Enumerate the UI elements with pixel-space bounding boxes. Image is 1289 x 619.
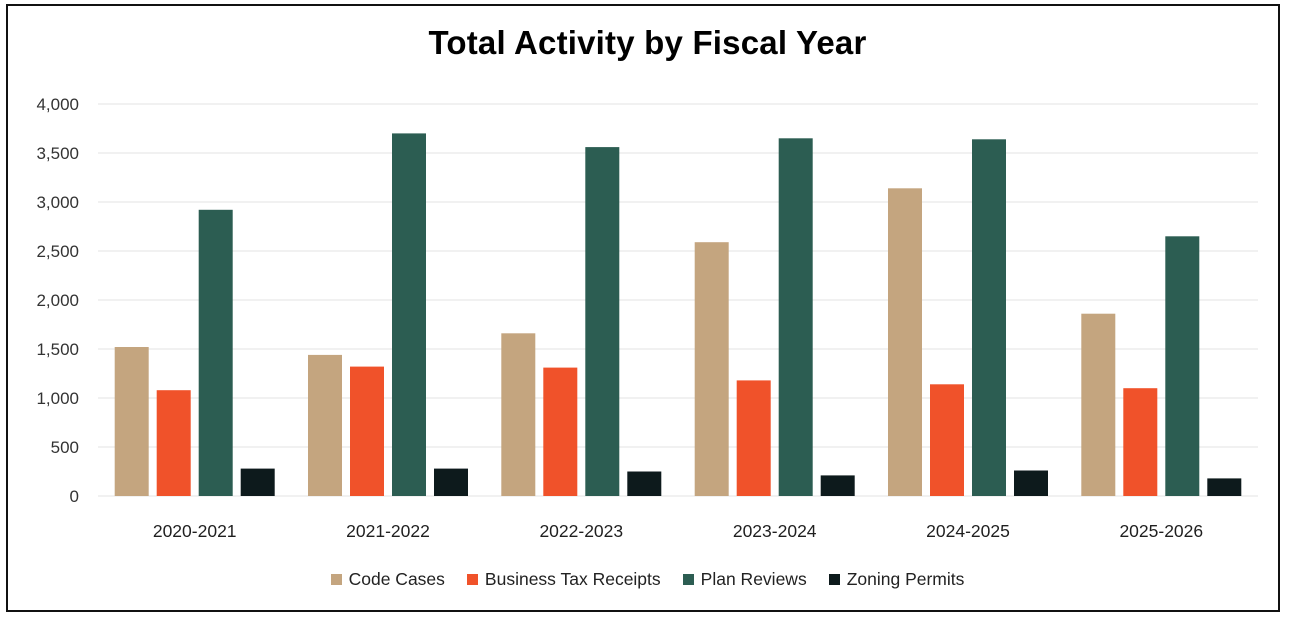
bar-zoning-permits bbox=[820, 475, 855, 496]
chart-title: Total Activity by Fiscal Year bbox=[428, 24, 867, 61]
y-tick-label: 2,000 bbox=[36, 291, 79, 310]
y-tick-label: 0 bbox=[70, 487, 79, 506]
legend-swatch bbox=[828, 574, 840, 585]
bar-plan-reviews bbox=[1165, 236, 1200, 497]
x-category-label: 2020-2021 bbox=[153, 521, 237, 541]
legend-swatch bbox=[330, 574, 342, 585]
y-tick-label: 500 bbox=[51, 438, 79, 457]
y-tick-label: 3,500 bbox=[36, 144, 79, 163]
legend-label: Zoning Permits bbox=[846, 569, 965, 589]
x-category-label: 2025-2026 bbox=[1119, 521, 1203, 541]
y-tick-label: 2,500 bbox=[36, 242, 79, 261]
bar-zoning-permits bbox=[1207, 478, 1242, 496]
bar-business-tax-receipts bbox=[543, 367, 578, 496]
bar-business-tax-receipts bbox=[930, 384, 964, 496]
bar-zoning-permits bbox=[434, 468, 468, 496]
legend-item: Plan Reviews bbox=[682, 569, 807, 590]
y-tick-label: 4,000 bbox=[36, 95, 79, 114]
x-category-label: 2023-2024 bbox=[733, 521, 817, 541]
legend-swatch bbox=[682, 574, 694, 585]
legend-item: Code Cases bbox=[330, 569, 445, 590]
legend-label: Code Cases bbox=[348, 569, 445, 589]
y-tick-label: 3,000 bbox=[36, 193, 79, 212]
bar-code-cases bbox=[694, 242, 729, 496]
bar-plan-reviews bbox=[392, 133, 426, 496]
bars bbox=[114, 133, 1242, 497]
bar-code-cases bbox=[1081, 313, 1116, 496]
legend-swatch bbox=[466, 574, 478, 585]
legend-label: Plan Reviews bbox=[700, 569, 807, 589]
legend-item: Zoning Permits bbox=[828, 569, 965, 590]
bar-business-tax-receipts bbox=[736, 380, 771, 496]
bar-code-cases bbox=[888, 188, 922, 497]
legend: Code Cases Business Tax Receipts Plan Revi… bbox=[0, 569, 1289, 590]
bar-business-tax-receipts bbox=[156, 390, 191, 496]
y-tick-label: 1,000 bbox=[36, 389, 79, 408]
x-category-label: 2021-2022 bbox=[346, 521, 430, 541]
bar-business-tax-receipts bbox=[350, 366, 384, 496]
bar-plan-reviews bbox=[972, 139, 1006, 497]
x-axis-labels: 2020-2021 2021-2022 2022-2023 2023-2024 2024… bbox=[153, 521, 1203, 541]
bar-zoning-permits bbox=[1014, 470, 1048, 496]
x-category-label: 2024-2025 bbox=[926, 521, 1010, 541]
legend-label: Business Tax Receipts bbox=[484, 569, 661, 589]
gridlines bbox=[98, 103, 1258, 497]
bar-plan-reviews bbox=[585, 147, 620, 496]
x-category-label: 2022-2023 bbox=[539, 521, 623, 541]
y-axis-ticks: 0 500 1,000 1,500 2,000 2,500 3,000 3,500 4,000 bbox=[36, 95, 79, 506]
bar-plan-reviews bbox=[778, 138, 813, 497]
legend-item: Business Tax Receipts bbox=[466, 569, 661, 590]
bar-plan-reviews bbox=[198, 209, 233, 497]
bar-zoning-permits bbox=[240, 468, 275, 496]
bar-zoning-permits bbox=[627, 471, 662, 496]
y-tick-label: 1,500 bbox=[36, 340, 79, 359]
bar-code-cases bbox=[308, 354, 342, 496]
bar-business-tax-receipts bbox=[1123, 388, 1158, 496]
bar-code-cases bbox=[114, 347, 149, 496]
bar-code-cases bbox=[501, 333, 536, 496]
